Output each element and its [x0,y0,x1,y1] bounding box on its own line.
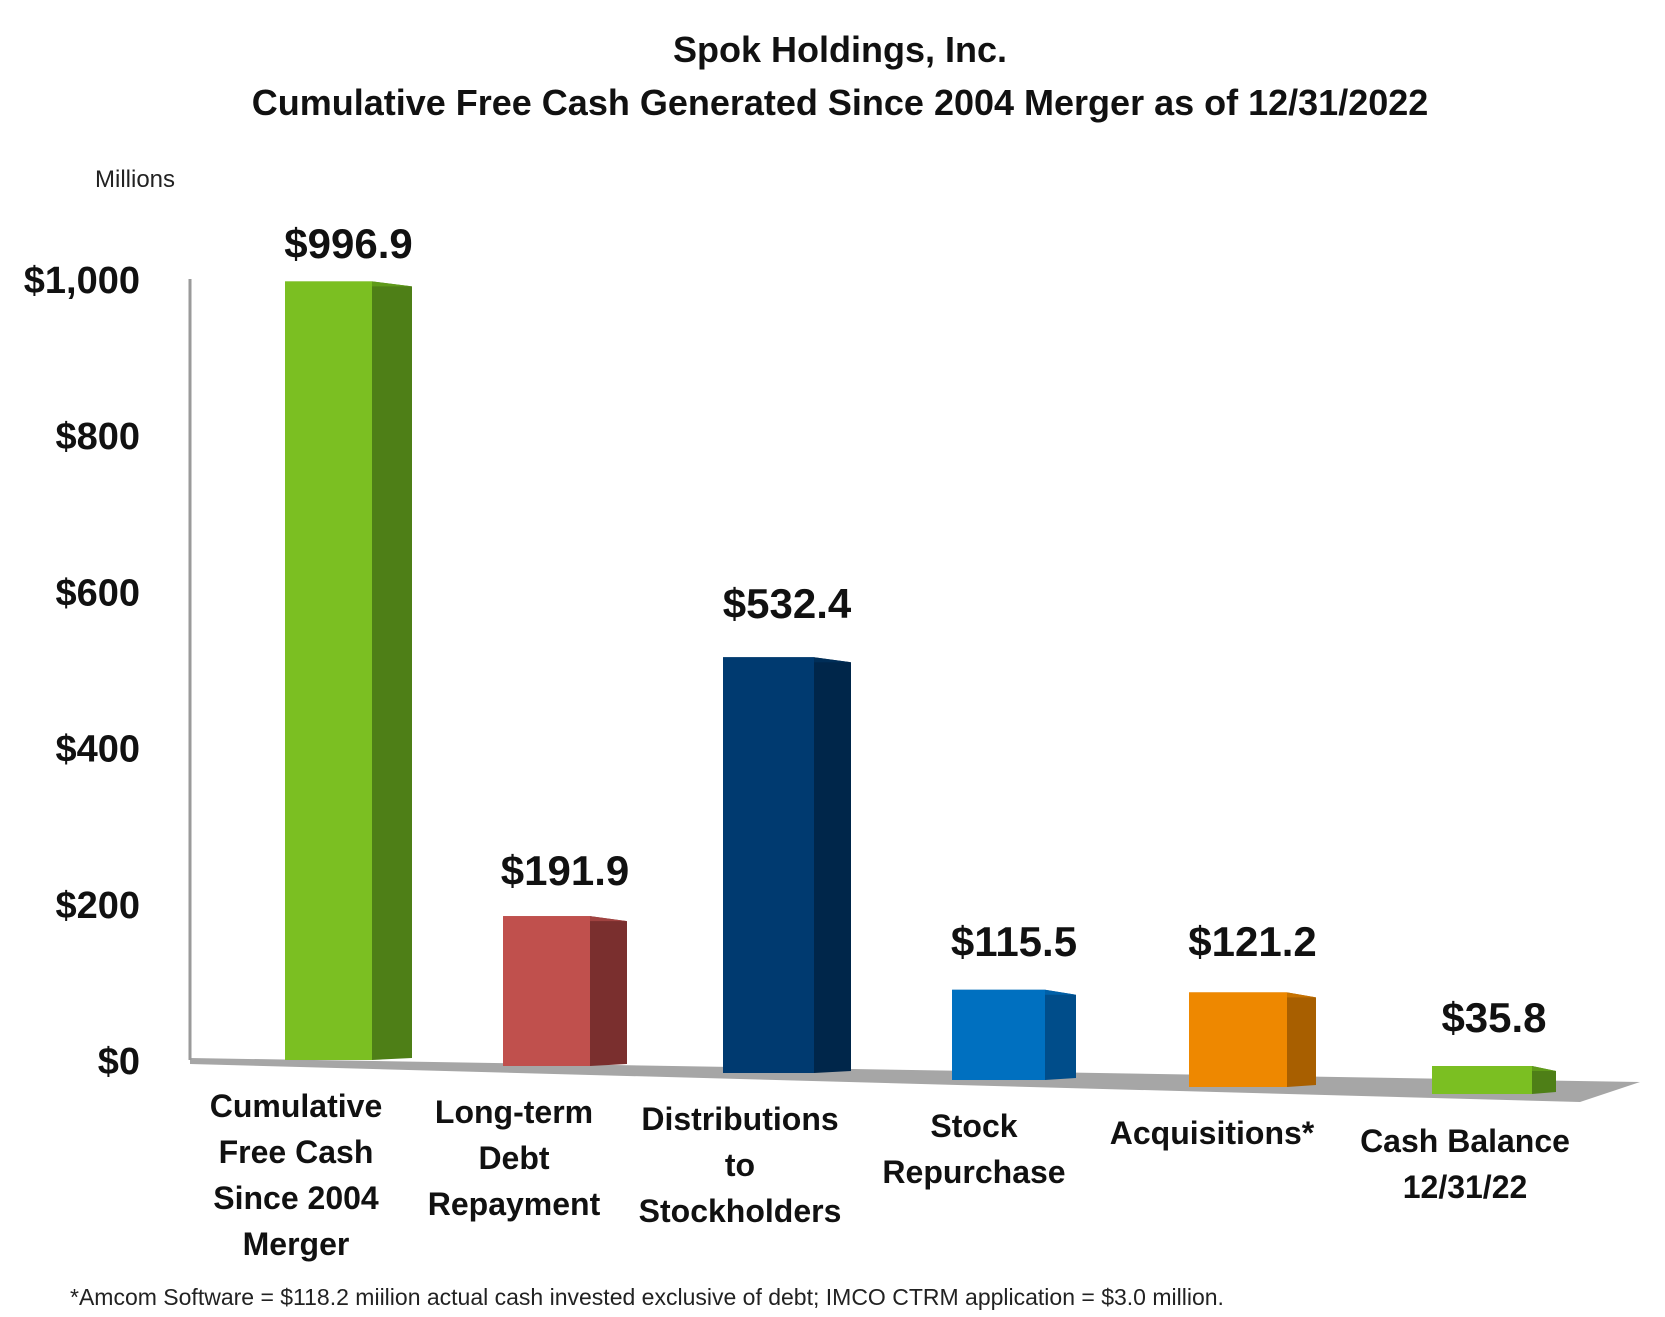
bar-side [1287,992,1316,1087]
category-label: Since 2004 [213,1180,379,1216]
data-label: $532.4 [723,580,852,627]
category-label: Repayment [428,1186,601,1222]
y-tick-label: $800 [55,416,140,458]
bar-front [952,989,1045,1080]
category-label: Cumulative [210,1088,382,1124]
category-label: Long-term [435,1094,593,1130]
bars [285,281,1556,1094]
bar-front [285,281,372,1060]
bar [285,281,412,1060]
category-label: Stock [930,1108,1017,1144]
bar-front [1189,992,1287,1087]
unit-label: Millions [95,166,175,193]
y-tick-labels: $0 $200 $400 $600 $800 $1,000 [24,260,140,1083]
y-tick-label: $200 [55,885,140,927]
category-label: Stockholders [639,1193,842,1229]
category-label: to [725,1147,755,1183]
data-label: $35.8 [1441,994,1546,1041]
y-tick-label: $600 [55,572,140,614]
chart-title: Spok Holdings, Inc. [673,29,1007,70]
chart-floor [190,1058,1640,1102]
y-tick-label: $1,000 [24,260,140,302]
data-label: $115.5 [951,918,1077,965]
bar [723,657,851,1073]
bar-side [1045,989,1076,1080]
value-labels: $996.9 $191.9 $532.4 $115.5 $121.2 $35.8 [284,220,1546,1041]
data-label: $191.9 [501,847,629,894]
category-label: 12/31/22 [1403,1169,1528,1205]
category-label: Debt [478,1140,549,1176]
bar [1189,992,1316,1087]
bar [503,916,627,1066]
chart-subtitle: Cumulative Free Cash Generated Since 200… [252,82,1429,123]
y-tick-label: $400 [55,729,140,771]
category-label: Free Cash [219,1134,374,1170]
category-label: Repurchase [882,1154,1065,1190]
data-label: $121.2 [1188,918,1316,965]
bar-side [1532,1066,1556,1094]
bar-side [590,916,627,1066]
category-labels: Cumulative Free Cash Since 2004 Merger Long-… [210,1088,1570,1262]
bar-front [503,916,590,1066]
bar-side [814,657,851,1073]
bar-front [1432,1066,1532,1094]
bar-front [723,657,814,1073]
category-label: Cash Balance [1360,1123,1570,1159]
y-tick-label: $0 [98,1041,140,1083]
bar [952,989,1076,1080]
category-label: Distributions [641,1101,838,1137]
data-label: $996.9 [284,220,412,267]
bar-side [372,281,412,1060]
category-label: Merger [243,1226,350,1262]
bar [1432,1066,1556,1094]
footnote: *Amcom Software = $118.2 miilion actual … [70,1284,1224,1310]
category-label: Acquisitions* [1110,1115,1315,1151]
